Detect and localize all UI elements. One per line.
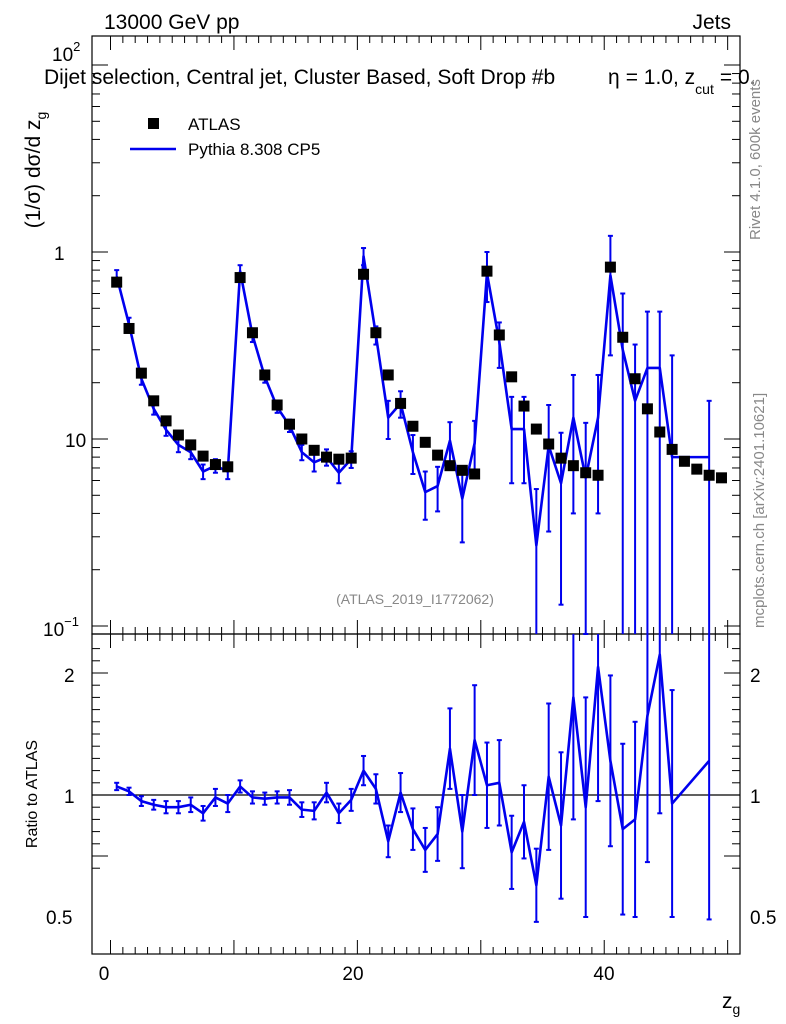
data-point bbox=[678, 455, 690, 467]
data-point bbox=[518, 400, 530, 412]
data-point bbox=[185, 439, 197, 451]
data-point bbox=[715, 472, 727, 484]
data-point bbox=[506, 371, 518, 383]
main-ytick-label-1: 10 bbox=[65, 431, 86, 452]
data-point bbox=[444, 460, 456, 472]
data-point bbox=[641, 403, 653, 415]
data-point bbox=[333, 453, 345, 465]
legend-mc-label: Pythia 8.308 CP5 bbox=[188, 140, 320, 159]
xtick-label-40: 40 bbox=[593, 964, 614, 985]
data-point bbox=[703, 469, 715, 481]
data-point bbox=[419, 436, 431, 448]
data-point bbox=[604, 261, 616, 273]
selection-title: Dijet selection, Central jet, Cluster Ba… bbox=[44, 66, 755, 97]
side-text-rivet: Rivet 4.1.0, 600k events bbox=[747, 79, 764, 240]
header-right: Jets bbox=[692, 11, 731, 34]
ratio-plot-frame bbox=[91, 633, 741, 955]
xlabel: zg bbox=[722, 990, 740, 1017]
watermark: (ATLAS_2019_I1772062) bbox=[336, 591, 494, 607]
ratio-ytick-label-1-right: 1 bbox=[750, 787, 761, 808]
main-ytick-label-0.1: 10−1 bbox=[43, 614, 79, 641]
ratio-ylabel: Ratio to ATLAS bbox=[24, 740, 41, 848]
data-point bbox=[382, 369, 394, 381]
main-ytick-label-10: 1 bbox=[54, 244, 65, 265]
selection-text: Dijet selection, Central jet, Cluster Ba… bbox=[44, 66, 555, 89]
xlabel-text: z bbox=[722, 990, 733, 1013]
mc-series-ratio bbox=[114, 634, 712, 923]
data-point bbox=[172, 429, 184, 441]
data-point bbox=[654, 426, 666, 438]
legend-data-marker bbox=[148, 118, 159, 129]
data-point bbox=[617, 331, 629, 343]
data-point bbox=[271, 399, 283, 411]
data-point bbox=[666, 443, 678, 455]
selection-sub: cut bbox=[695, 81, 714, 97]
data-point bbox=[296, 433, 308, 445]
data-point bbox=[160, 415, 172, 427]
data-series-main bbox=[111, 261, 727, 484]
mc-line bbox=[115, 254, 710, 547]
data-point bbox=[283, 418, 295, 430]
data-point bbox=[246, 327, 258, 339]
data-point bbox=[197, 450, 209, 462]
ratio-ytick-label-0.5: 0.5 bbox=[46, 908, 72, 929]
data-point bbox=[543, 438, 555, 450]
data-point bbox=[345, 452, 357, 464]
ratio-ytick-label-1: 1 bbox=[64, 787, 75, 808]
data-point bbox=[135, 367, 147, 379]
ratio-ytick-label-0.5-right: 0.5 bbox=[750, 908, 776, 929]
data-point bbox=[493, 329, 505, 341]
selection-eta: η bbox=[608, 66, 620, 89]
data-point bbox=[111, 276, 123, 288]
main-ytick-label-100: 102 bbox=[52, 39, 80, 66]
data-point bbox=[592, 469, 604, 481]
data-point bbox=[691, 463, 703, 475]
xtick-label-0: 0 bbox=[99, 964, 110, 985]
data-point bbox=[395, 397, 407, 409]
ratio-ytick-label-2: 2 bbox=[64, 666, 75, 687]
data-point bbox=[555, 452, 567, 464]
data-point bbox=[222, 461, 234, 473]
data-point bbox=[432, 449, 444, 461]
xlabel-sub: g bbox=[733, 1001, 741, 1017]
data-point bbox=[123, 322, 135, 334]
data-point bbox=[370, 327, 382, 339]
main-ylabel: (1/σ) dσ/d zg bbox=[22, 112, 49, 229]
data-point bbox=[308, 444, 320, 456]
ratio-ytick-label-2-right: 2 bbox=[750, 666, 761, 687]
axis-ticks bbox=[92, 36, 740, 954]
data-point bbox=[580, 467, 592, 479]
data-point bbox=[456, 464, 468, 476]
data-point bbox=[259, 369, 271, 381]
mc-series-main bbox=[114, 234, 712, 635]
main-ylabel-sub: g bbox=[33, 112, 49, 120]
data-point bbox=[567, 460, 579, 472]
data-point bbox=[148, 395, 160, 407]
data-point bbox=[358, 268, 370, 280]
side-text-mcplots: mcplots.cern.ch [arXiv:2401.10621] bbox=[751, 393, 768, 628]
data-point bbox=[629, 373, 641, 385]
selection-tail: = 0. bbox=[720, 66, 756, 89]
data-point bbox=[530, 423, 542, 435]
data-point bbox=[407, 420, 419, 432]
data-point bbox=[321, 451, 333, 463]
xtick-label-20: 20 bbox=[342, 964, 363, 985]
main-ylabel-text: (1/σ) dσ/d z bbox=[22, 120, 45, 229]
data-point bbox=[209, 459, 221, 471]
data-point bbox=[469, 468, 481, 480]
header-left: 13000 GeV pp bbox=[104, 11, 239, 34]
legend-data-label: ATLAS bbox=[188, 115, 241, 134]
data-point bbox=[234, 272, 246, 284]
data-point bbox=[481, 265, 493, 277]
selection-params: = 1.0, z bbox=[626, 66, 695, 89]
